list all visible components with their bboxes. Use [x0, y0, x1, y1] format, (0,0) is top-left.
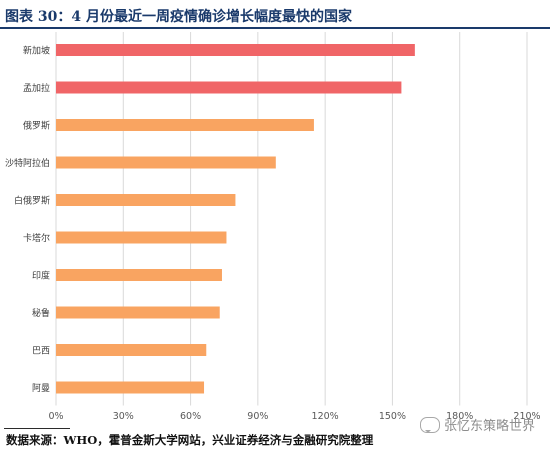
category-label: 沙特阿拉伯 [5, 157, 50, 169]
source-divider [4, 428, 70, 429]
category-label: 孟加拉 [23, 82, 50, 94]
category-label: 巴西 [32, 346, 50, 357]
x-tick-label: 180% [446, 411, 473, 422]
bar [56, 156, 276, 169]
chart-title: 图表 30：4 月份最近一周疫情确诊增长幅度最快的国家 [5, 9, 352, 25]
x-tick-label: 210% [513, 411, 540, 422]
gridlines [55, 32, 528, 406]
x-tick-label: 90% [247, 411, 268, 422]
watermark-text: 张忆东策略世界 [444, 419, 536, 434]
x-tick-label: 60% [180, 411, 201, 422]
x-tick-label: 150% [379, 411, 406, 422]
bar [56, 44, 415, 56]
x-tick-label: 120% [312, 411, 339, 422]
category-label: 新加坡 [23, 45, 50, 57]
wechat-icon [420, 416, 440, 433]
category-label: 白俄罗斯 [14, 195, 50, 207]
bar [56, 306, 220, 319]
bar [56, 381, 205, 394]
source-note: 数据来源：WHO，霍普金斯大学网站，兴业证券经济与金融研究院整理 [6, 433, 374, 447]
bar [56, 231, 227, 244]
category-label: 阿曼 [32, 383, 50, 394]
x-tick-label: 30% [113, 411, 134, 422]
watermark: 张忆东策略世界 [420, 415, 535, 434]
category-label: 俄罗斯 [23, 120, 50, 132]
bar [56, 81, 402, 94]
category-label: 印度 [32, 270, 50, 282]
bars [56, 44, 415, 394]
bar [56, 344, 207, 356]
bar [56, 119, 314, 131]
x-tick-labels: 0% 30% 60% 90% 120% 150% 180% 210% [48, 411, 540, 422]
category-label: 卡塔尔 [23, 232, 50, 244]
bar [56, 194, 236, 206]
category-label: 秘鲁 [32, 307, 50, 319]
title-divider [0, 27, 550, 29]
x-tick-label: 0% [48, 411, 63, 422]
bar [56, 269, 222, 281]
